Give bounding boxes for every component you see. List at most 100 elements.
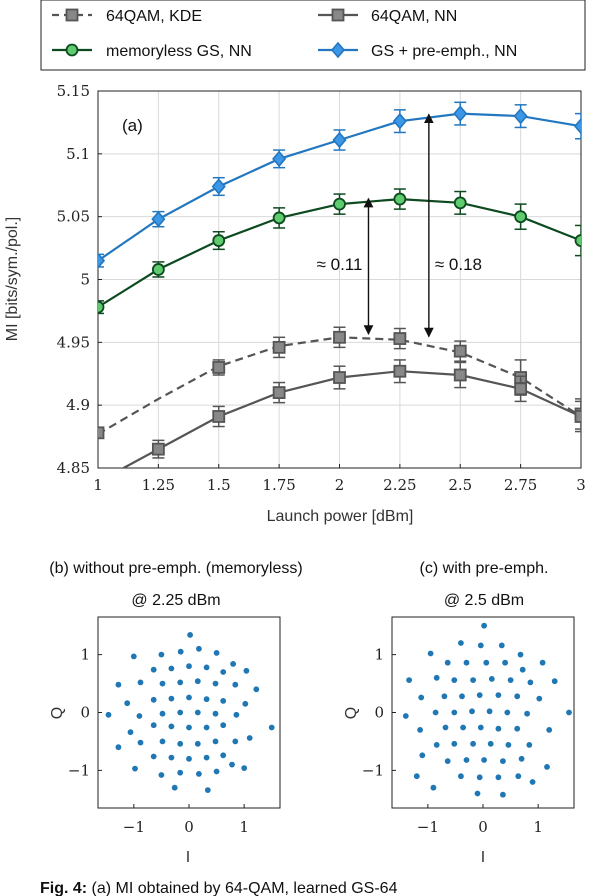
y-tick-label: 5.1	[66, 145, 90, 163]
constellation-point	[132, 765, 138, 772]
constellation-point	[433, 674, 440, 681]
constellation-point	[150, 722, 157, 729]
data-point	[212, 234, 226, 247]
constellation-point	[515, 773, 522, 780]
constellation-point	[213, 768, 220, 775]
constellation-point	[451, 709, 458, 716]
y-tick-label: 0	[80, 704, 90, 722]
constellation-point	[229, 761, 235, 768]
x-tick-label: 0	[184, 818, 194, 836]
constellation-point	[433, 742, 440, 748]
legend-marker	[65, 8, 79, 22]
legend-entry-memoryless-gs-nn: memoryless GS, NN	[52, 43, 252, 60]
constellation-point	[419, 752, 426, 759]
y-tick-label: −1	[68, 761, 90, 779]
constellation-point	[500, 758, 506, 764]
x-tick-label: 1	[93, 476, 103, 494]
constellation-point	[476, 692, 483, 698]
constellation-point	[441, 693, 448, 700]
constellation-point	[526, 742, 533, 748]
constellation-point	[488, 676, 495, 682]
error-bar	[575, 224, 581, 257]
constellation-point	[212, 680, 219, 687]
data-point	[574, 234, 581, 247]
data-point	[453, 105, 468, 122]
constellation-point	[159, 738, 166, 745]
error-bar	[98, 300, 104, 315]
data-point	[332, 131, 347, 149]
data-point	[151, 442, 165, 456]
constellation-point	[470, 740, 476, 747]
constellation-point	[168, 665, 175, 672]
constellation-point	[203, 724, 210, 731]
error-bar	[575, 112, 581, 140]
constellation-point	[233, 711, 240, 718]
constellation-point	[566, 709, 572, 716]
data-point	[393, 192, 407, 206]
constellation-point	[187, 632, 194, 638]
legend-label: 64QAM, KDE	[106, 8, 202, 25]
y-tick-label: 4.95	[57, 333, 90, 351]
legend-marker	[330, 41, 346, 59]
x-tick-label: 1	[533, 818, 543, 836]
constellation-point	[115, 681, 122, 688]
constellation-point	[203, 664, 210, 671]
constellation-point	[470, 677, 476, 683]
constellation-point	[418, 694, 425, 701]
data-point	[573, 117, 581, 135]
x-tick-label: 2.75	[504, 476, 537, 494]
constellation-point	[196, 771, 202, 777]
data-point	[514, 210, 528, 224]
y-axis-label: Q	[49, 707, 66, 719]
y-axis-label: MI [bits/sym./pol.]	[4, 217, 21, 341]
x-axis-label: Launch power [dBm]	[267, 508, 414, 525]
constellation-point	[529, 779, 536, 785]
y-tick-label: 0	[374, 704, 384, 722]
constellation-point	[196, 645, 202, 652]
constellation-point	[417, 727, 423, 733]
constellation-c-subtitle: @ 2.5 dBm	[444, 592, 524, 609]
y-tick-label: −1	[362, 761, 384, 779]
constellation-point	[158, 651, 165, 658]
data-point	[333, 197, 346, 211]
constellation-point	[474, 790, 481, 797]
constellation-point	[459, 693, 465, 700]
constellation-point	[502, 659, 508, 666]
constellation-point	[246, 735, 253, 741]
caption-text: (a) MI obtained by 64-QAM, learned GS-64	[87, 880, 397, 896]
constellation-point	[130, 653, 137, 660]
y-tick-label: 5.15	[57, 82, 90, 100]
constellation-point	[137, 679, 144, 686]
constellation-point	[177, 709, 184, 716]
data-point	[453, 196, 467, 210]
constellation-point	[177, 679, 184, 686]
constellation-c: (c) with pre-emph. @ 2.5 dBm −1 0 1−101 I …	[343, 560, 575, 866]
x-tick-label: 3	[576, 476, 586, 494]
caption-bold: Fig. 4:	[40, 880, 87, 896]
data-point	[272, 386, 286, 400]
constellation-point	[213, 650, 220, 656]
constellation-point	[124, 700, 131, 707]
constellation-point	[105, 711, 112, 718]
data-point	[272, 340, 286, 354]
constellation-point	[150, 696, 157, 703]
constellation-point	[171, 784, 178, 791]
constellation-point	[444, 758, 451, 764]
data-point	[393, 364, 407, 378]
y-axis-label: Q	[343, 707, 360, 719]
data-point	[513, 107, 528, 125]
y-tick-label: 5.05	[57, 208, 90, 226]
constellation-point	[527, 679, 534, 686]
constellation-point	[203, 696, 210, 703]
constellation-point	[177, 769, 184, 776]
constellation-point	[463, 659, 470, 666]
constellation-point	[477, 642, 484, 649]
constellation-point	[406, 677, 412, 683]
constellation-point	[220, 669, 227, 675]
error-bar	[575, 400, 581, 433]
constellation-point	[514, 693, 521, 700]
constellation-point	[242, 700, 249, 707]
constellation-point	[127, 729, 134, 736]
constellation-point	[177, 648, 184, 655]
